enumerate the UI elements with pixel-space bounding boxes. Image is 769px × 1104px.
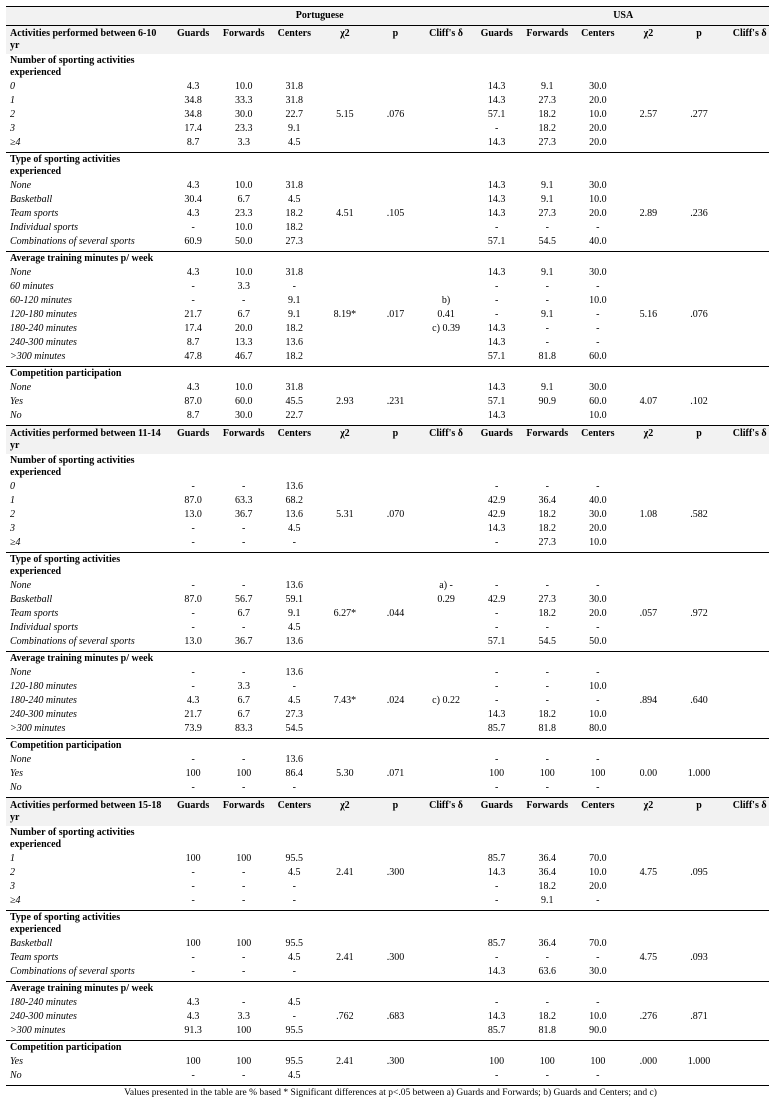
data-table: Portuguese USA Activities performed betw… — [6, 6, 769, 1086]
footnote: Values presented in the table are % base… — [6, 1088, 769, 1098]
country-pt: Portuguese — [168, 7, 472, 26]
country-us: USA — [471, 7, 769, 26]
